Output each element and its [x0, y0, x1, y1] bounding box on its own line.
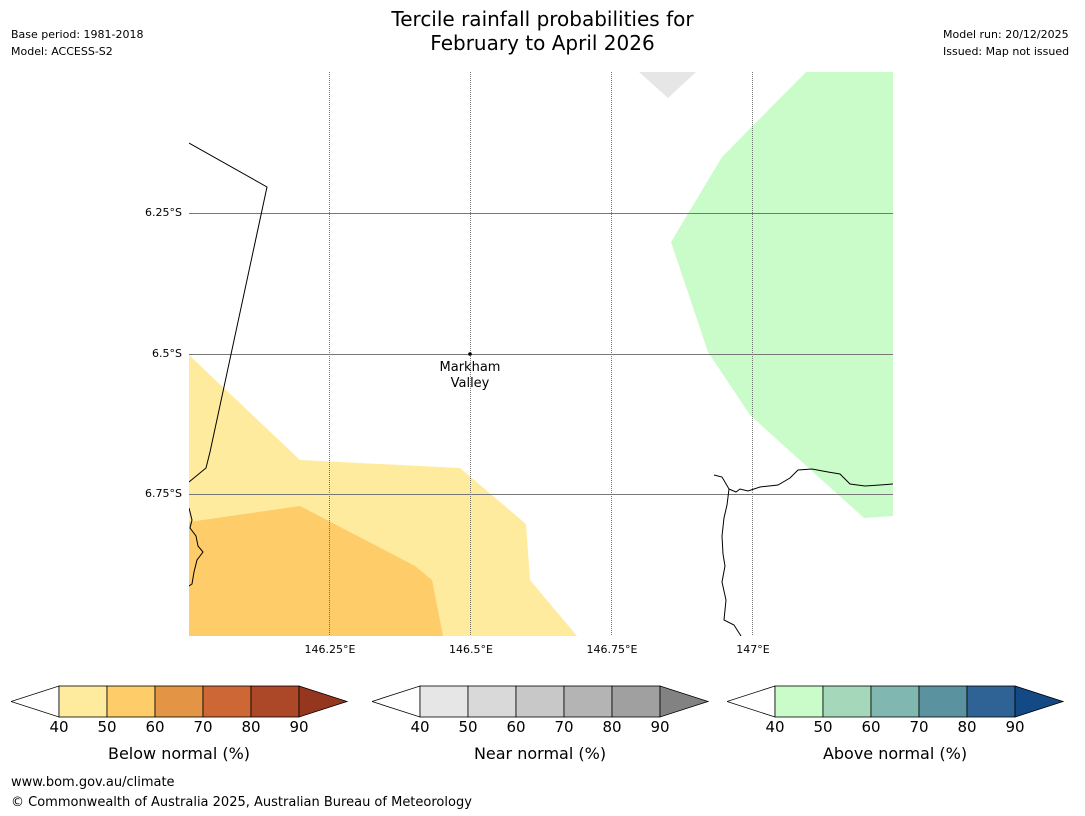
above-normal-40-50-region [671, 72, 893, 518]
lon-label-146-5: 146.5°E [449, 643, 493, 656]
colorbar-segment-60-70 [154, 685, 204, 718]
colorbar-tick-label: 60 [506, 718, 526, 736]
lat-label-6-5: 6.5°S [152, 347, 182, 360]
footer-url: www.bom.gov.au/climate [11, 775, 175, 790]
colorbar-segment-50-60 [106, 685, 156, 718]
colorbar-segment-50-60 [822, 685, 872, 718]
near-normal-40-50-region [639, 72, 696, 98]
colorbar-tick-label: 50 [97, 718, 117, 736]
colorbar-segment-70-80 [202, 685, 252, 718]
footer-copyright: © Commonwealth of Australia 2025, Austra… [11, 795, 472, 810]
colorbar-tick-label: 80 [602, 718, 622, 736]
title-line-2: February to April 2026 [430, 31, 655, 55]
province-boundary-line [189, 142, 268, 483]
colorbar-under-triangle [727, 685, 776, 718]
legend-title: Above normal (%) [822, 744, 968, 763]
colorbar-segment-50-60 [467, 685, 517, 718]
colorbar-segment-70-80 [918, 685, 968, 718]
lon-label-146-75: 146.75°E [586, 643, 638, 656]
lat-label-6-75: 6.75°S [145, 487, 182, 500]
colorbar-over-triangle [298, 685, 349, 718]
colorbar-tick-label: 60 [145, 718, 165, 736]
issued-text: Issued: Map not issued [943, 45, 1070, 58]
base-period-text: Base period: 1981-2018 [11, 28, 144, 41]
legend-title: Near normal (%) [473, 744, 607, 763]
colorbar-tick-label: 70 [554, 718, 574, 736]
model-text: Model: ACCESS-S2 [11, 45, 113, 58]
colorbar-segment-40-50 [774, 685, 824, 718]
markham-valley-marker [468, 352, 472, 356]
colorbar-tick-label: 70 [909, 718, 929, 736]
colorbar-tick-label: 70 [193, 718, 213, 736]
colorbar-tick-label: 90 [650, 718, 670, 736]
place-label: Markham Valley [420, 360, 520, 392]
map-title: Tercile rainfall probabilities for Febru… [0, 7, 1085, 55]
colorbar-tick-label: 90 [289, 718, 309, 736]
colorbar-segment-70-80 [563, 685, 613, 718]
coastline-south [721, 488, 742, 636]
colorbar-under-triangle [372, 685, 421, 718]
model-run-text: Model run: 20/12/2025 [943, 28, 1069, 41]
colorbar-under-triangle [11, 685, 60, 718]
colorbar-segment-40-50 [419, 685, 469, 718]
colorbar-over-triangle [1014, 685, 1065, 718]
legend-title: Below normal (%) [107, 744, 251, 763]
colorbar-tick-label: 40 [765, 718, 785, 736]
colorbar-over-triangle [659, 685, 710, 718]
colorbar-segment-60-70 [515, 685, 565, 718]
lat-label-6-25: 6.25°S [145, 206, 182, 219]
colorbar-tick-label: 50 [458, 718, 478, 736]
colorbar-segment-40-50 [58, 685, 108, 718]
colorbar-tick-label: 80 [241, 718, 261, 736]
colorbar [727, 685, 1065, 718]
lon-label-147: 147°E [736, 643, 770, 656]
colorbar-tick-label: 80 [957, 718, 977, 736]
colorbar-tick-label: 40 [410, 718, 430, 736]
coastline-west [189, 507, 204, 587]
colorbar-segment-80-90 [966, 685, 1016, 718]
place-label-line-1: Markham [439, 360, 501, 375]
colorbar-tick-label: 50 [813, 718, 833, 736]
colorbar-segment-80-90 [250, 685, 300, 718]
coastline-huon-gulf [713, 468, 893, 493]
lon-label-146-25: 146.25°E [304, 643, 356, 656]
place-label-line-2: Valley [450, 376, 490, 391]
colorbar [11, 685, 349, 718]
colorbar-tick-label: 90 [1005, 718, 1025, 736]
colorbar-segment-80-90 [611, 685, 661, 718]
title-line-1: Tercile rainfall probabilities for [391, 7, 694, 31]
colorbar [372, 685, 710, 718]
below-normal-50-60-region [189, 506, 443, 636]
colorbar-tick-label: 40 [49, 718, 69, 736]
colorbar-tick-label: 60 [861, 718, 881, 736]
colorbar-segment-60-70 [870, 685, 920, 718]
